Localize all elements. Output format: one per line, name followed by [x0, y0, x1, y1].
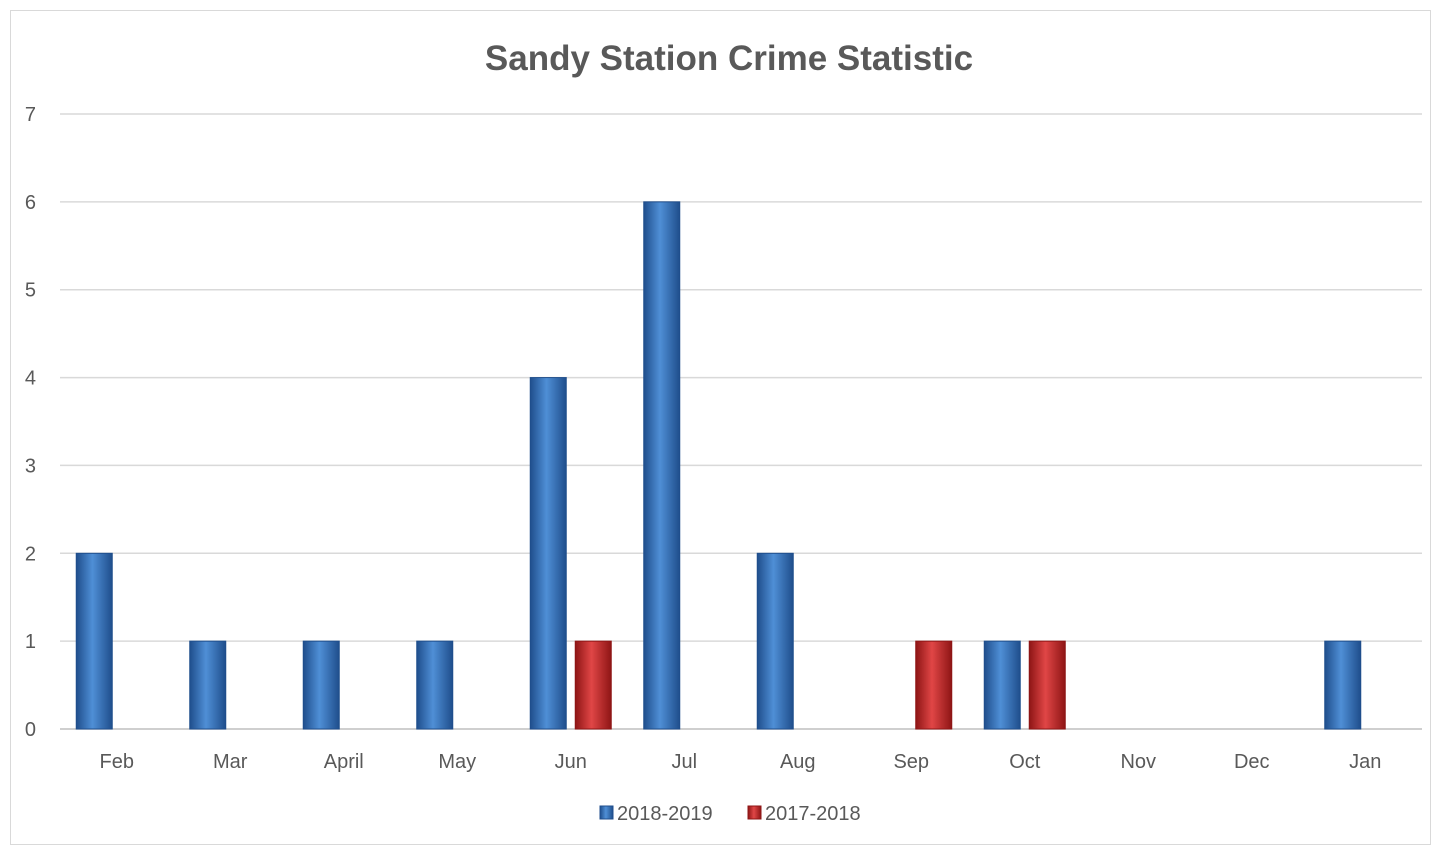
bar-2017-2018-Jun: [574, 640, 612, 730]
bar-2018-2019-May: [416, 640, 454, 730]
bar-2018-2019-Jun: [529, 377, 567, 730]
bar-2018-2019-Mar: [189, 640, 227, 730]
bar-2018-2019-Feb: [75, 552, 113, 730]
bar-2017-2018-Oct: [1028, 640, 1066, 730]
legend-label-2018-2019: 2018-2019: [617, 803, 713, 825]
x-tick-label-May: May: [438, 751, 476, 773]
y-tick-label: 0: [25, 719, 36, 741]
y-tick-label: 4: [25, 368, 36, 390]
legend-swatch-2017-2018: [747, 805, 762, 820]
y-tick-label: 6: [25, 192, 36, 214]
x-tick-label-Feb: Feb: [100, 751, 134, 773]
x-tick-label-Jan: Jan: [1349, 751, 1381, 773]
y-tick-label: 2: [25, 543, 36, 565]
bars: [75, 201, 1362, 730]
bar-2018-2019-Aug: [756, 552, 794, 730]
bar-2018-2019-Oct: [983, 640, 1021, 730]
x-tick-label-Jun: Jun: [555, 751, 587, 773]
bar-2018-2019-Jul: [643, 201, 681, 730]
bar-2018-2019-April: [302, 640, 340, 730]
y-tick-label: 3: [25, 455, 36, 477]
bar-2017-2018-Sep: [915, 640, 953, 730]
x-axis-tick-labels: Feb Mar April May Jun Jul Aug Sep Oct Nov Dec Jan: [100, 751, 1382, 773]
x-tick-label-April: April: [324, 751, 364, 773]
y-tick-label: 1: [25, 631, 36, 653]
x-tick-label-Sep: Sep: [893, 751, 929, 773]
bar-2018-2019-Jan: [1324, 640, 1362, 730]
x-tick-label-Nov: Nov: [1120, 751, 1156, 773]
x-tick-label-Dec: Dec: [1234, 751, 1270, 773]
legend: 2018-2019 2017-2018: [599, 803, 861, 825]
legend-label-2017-2018: 2017-2018: [765, 803, 861, 825]
y-tick-label: 7: [25, 104, 36, 126]
x-tick-label-Oct: Oct: [1009, 751, 1041, 773]
chart-frame: [10, 10, 1431, 845]
chart-title: Sandy Station Crime Statistic: [485, 39, 973, 78]
y-tick-label: 5: [25, 280, 36, 302]
legend-swatch-2018-2019: [599, 805, 614, 820]
x-tick-label-Aug: Aug: [780, 751, 816, 773]
x-tick-label-Mar: Mar: [213, 751, 248, 773]
grid-lines: [60, 113, 1422, 730]
x-tick-label-Jul: Jul: [671, 751, 697, 773]
y-axis-tick-labels: 0 1 2 3 4 5 6 7: [25, 104, 36, 741]
